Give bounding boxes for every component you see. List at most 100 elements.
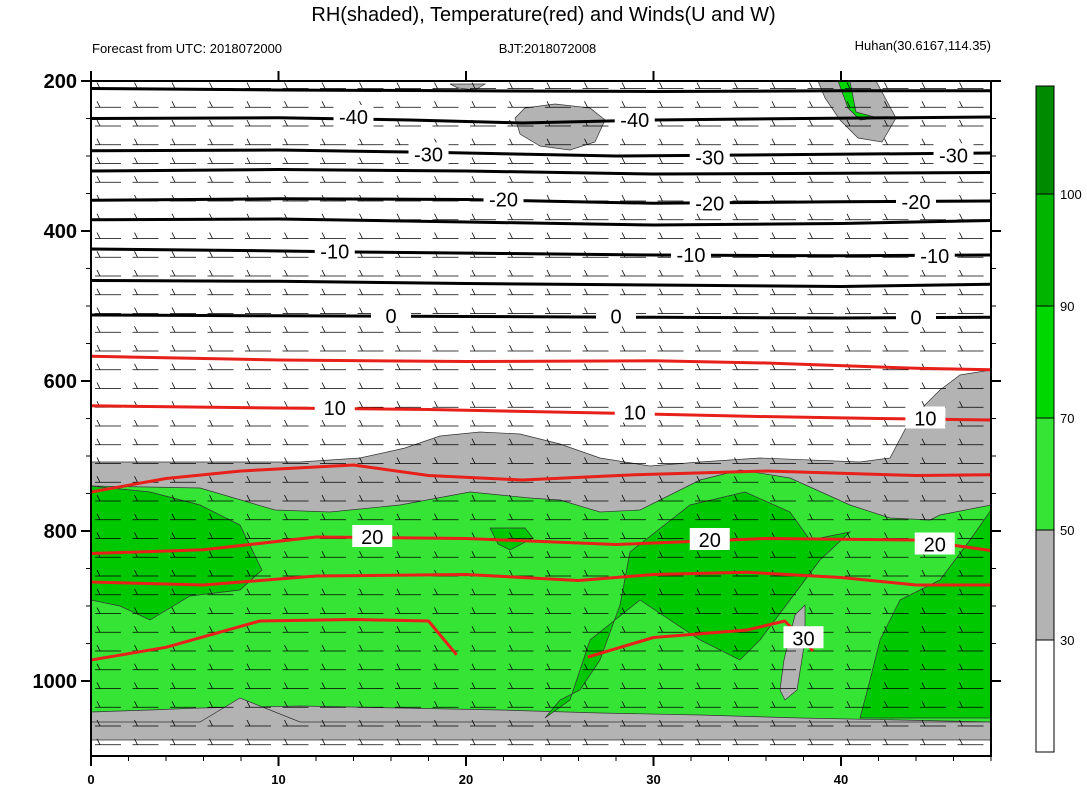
barb-flag — [959, 607, 963, 614]
barb-flag — [696, 138, 701, 145]
barb-flag — [96, 307, 101, 314]
barb-flag — [509, 569, 513, 577]
barb-flag — [359, 438, 363, 445]
barb-flag — [659, 213, 663, 220]
barb-flag — [921, 269, 926, 277]
barb-flag — [696, 176, 701, 183]
barb-flag — [584, 157, 588, 164]
barb-flag — [96, 644, 101, 652]
barb-flag — [771, 307, 776, 314]
barb-flag — [809, 551, 813, 558]
barb-flag — [659, 738, 663, 745]
barb-flag — [621, 101, 626, 108]
barb-flag — [96, 569, 101, 577]
barb-flag — [921, 138, 926, 145]
contour-label-bg — [914, 532, 955, 555]
barb-flag — [396, 738, 401, 745]
barb-flag — [546, 157, 551, 164]
barb-flag — [396, 176, 401, 183]
barb-flag — [584, 719, 588, 727]
barb-flag — [471, 176, 476, 183]
barb-flag — [359, 382, 363, 389]
barb-flag — [284, 157, 288, 164]
barb-flag — [471, 232, 476, 239]
bjt-label: BJT:2018072008 — [498, 41, 597, 56]
barb-flag — [359, 138, 363, 145]
barb-flag — [134, 269, 138, 277]
barb-flag — [921, 213, 926, 220]
barb-flag — [321, 626, 326, 633]
barb-flag — [96, 588, 101, 595]
barb-flag — [884, 532, 888, 539]
barb-flag — [696, 438, 701, 445]
barb-flag — [396, 232, 401, 239]
y-tick-label: 600 — [44, 371, 77, 393]
barb-flag — [284, 419, 288, 427]
barb-flag — [321, 157, 326, 164]
contour-label: -20 — [489, 190, 518, 212]
barb-flag — [696, 419, 701, 427]
barb-flag — [846, 419, 851, 427]
barb-flag — [246, 663, 251, 670]
barb-flag — [134, 626, 138, 633]
barb-flag — [134, 307, 138, 314]
barb-flag — [584, 644, 588, 652]
barb-flag — [959, 176, 963, 183]
barb-flag — [696, 307, 701, 314]
barb-flag — [246, 644, 251, 652]
barb-flag — [696, 382, 701, 389]
barb-flag — [696, 213, 701, 220]
barb-flag — [471, 457, 476, 464]
barb-flag — [96, 251, 101, 258]
barb-flag — [546, 457, 551, 464]
barb-flag — [659, 476, 663, 483]
barb-flag — [771, 513, 776, 520]
barb-flag — [434, 551, 438, 558]
barb-flag — [584, 569, 588, 577]
barb-flag — [471, 626, 476, 633]
barb-flag — [546, 232, 551, 239]
barb-flag — [846, 701, 851, 708]
barb-flag — [209, 644, 213, 652]
barb-flag — [509, 532, 513, 539]
barb-flag — [846, 288, 851, 295]
barb-flag — [809, 401, 813, 408]
barb-flag — [809, 119, 813, 127]
barb-flag — [471, 682, 476, 689]
barb-flag — [584, 438, 588, 445]
barb-flag — [434, 101, 438, 108]
barb-flag — [621, 476, 626, 483]
barb-flag — [434, 82, 438, 89]
barb-flag — [696, 344, 701, 352]
rh-region-darkgreen-center — [544, 491, 852, 719]
barb-flag — [621, 532, 626, 539]
barb-flag — [171, 119, 176, 127]
barb-flag — [959, 119, 963, 127]
barb-flag — [846, 494, 851, 502]
barb-flag — [621, 494, 626, 502]
barb-flag — [546, 101, 551, 108]
barb-flag — [734, 288, 738, 295]
barb-flag — [471, 213, 476, 220]
barb-flag — [846, 663, 851, 670]
barb-flag — [546, 401, 551, 408]
barb-flag — [696, 401, 701, 408]
barb-flag — [246, 288, 251, 295]
colorbar-band-1 — [1035, 193, 1055, 307]
barb-flag — [546, 438, 551, 445]
barb-flag — [246, 382, 251, 389]
barb-flag — [584, 176, 588, 183]
barb-flag — [134, 363, 138, 370]
barb-flag — [471, 326, 476, 333]
barb-flag — [734, 101, 738, 108]
barb-flag — [846, 588, 851, 595]
barb-flag — [884, 682, 888, 689]
contour-labels: -40 -40 -30 -30 -30 -20 -20 -20 -10 -10 -10 0 0 0 10 10… — [314, 105, 974, 650]
barb-flag — [396, 419, 401, 427]
barb-flag — [321, 419, 326, 427]
barb-flag — [246, 569, 251, 577]
barb-flag — [546, 532, 551, 539]
barb-flag — [621, 194, 626, 202]
barb-flag — [246, 251, 251, 258]
